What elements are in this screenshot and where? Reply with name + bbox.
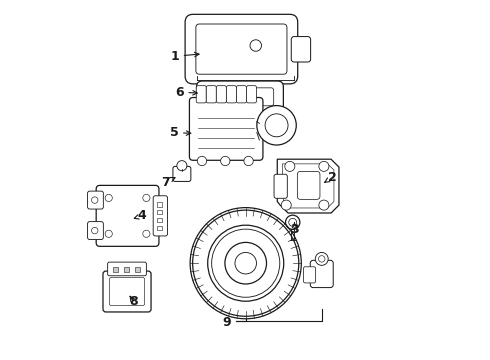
Circle shape [92, 227, 98, 234]
Circle shape [281, 200, 291, 210]
Circle shape [235, 252, 256, 274]
Bar [157, 210, 162, 215]
Circle shape [105, 194, 112, 202]
Bar [157, 226, 162, 230]
FancyBboxPatch shape [96, 185, 159, 246]
FancyBboxPatch shape [310, 260, 333, 288]
Circle shape [289, 219, 296, 226]
FancyBboxPatch shape [173, 166, 191, 181]
Text: 8: 8 [129, 296, 138, 309]
Circle shape [318, 256, 325, 262]
FancyBboxPatch shape [236, 86, 246, 103]
Bar [135, 267, 140, 272]
Circle shape [250, 40, 262, 51]
Text: 1: 1 [171, 50, 179, 63]
Circle shape [143, 230, 150, 237]
FancyBboxPatch shape [196, 86, 206, 103]
FancyBboxPatch shape [88, 191, 103, 209]
Text: 3: 3 [290, 223, 299, 236]
FancyBboxPatch shape [303, 267, 316, 283]
FancyBboxPatch shape [206, 88, 274, 106]
Circle shape [244, 156, 253, 166]
FancyBboxPatch shape [226, 86, 236, 103]
Circle shape [105, 230, 112, 237]
Circle shape [257, 105, 296, 145]
FancyBboxPatch shape [206, 86, 216, 103]
Polygon shape [277, 159, 339, 213]
Circle shape [225, 242, 267, 284]
Text: 7: 7 [161, 176, 170, 189]
FancyBboxPatch shape [103, 271, 151, 312]
Bar [157, 218, 162, 222]
Circle shape [212, 229, 280, 297]
Bar [157, 202, 162, 207]
FancyBboxPatch shape [88, 222, 103, 239]
Circle shape [285, 161, 295, 171]
Text: 2: 2 [328, 171, 337, 184]
Bar [113, 267, 118, 272]
Circle shape [315, 252, 328, 265]
FancyBboxPatch shape [196, 81, 283, 113]
Text: 6: 6 [175, 86, 184, 99]
FancyBboxPatch shape [109, 278, 145, 306]
Circle shape [92, 197, 98, 203]
Circle shape [319, 200, 329, 210]
FancyBboxPatch shape [297, 171, 320, 199]
FancyBboxPatch shape [246, 86, 256, 103]
Wedge shape [193, 210, 299, 316]
FancyBboxPatch shape [216, 86, 226, 103]
Text: 9: 9 [222, 316, 231, 329]
Circle shape [197, 156, 207, 166]
FancyBboxPatch shape [153, 196, 168, 236]
Circle shape [143, 194, 150, 202]
Circle shape [286, 215, 300, 229]
Circle shape [177, 161, 187, 171]
FancyBboxPatch shape [108, 262, 147, 276]
Circle shape [319, 161, 329, 171]
FancyBboxPatch shape [291, 37, 311, 62]
Circle shape [220, 156, 230, 166]
FancyBboxPatch shape [185, 14, 298, 84]
FancyBboxPatch shape [196, 24, 287, 74]
Text: 4: 4 [137, 210, 146, 222]
Circle shape [265, 114, 288, 137]
Bar [124, 267, 129, 272]
Text: 5: 5 [170, 126, 179, 139]
FancyBboxPatch shape [190, 98, 263, 160]
FancyBboxPatch shape [274, 174, 287, 198]
